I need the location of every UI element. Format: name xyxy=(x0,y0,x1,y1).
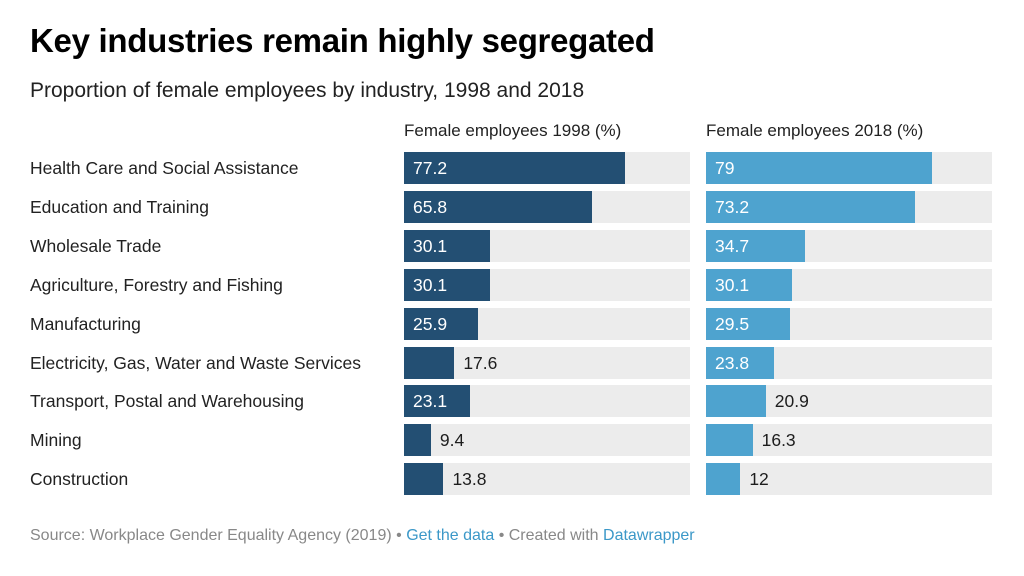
bar-1998[interactable] xyxy=(404,347,455,379)
bar-track: 23.1 xyxy=(404,385,690,417)
bar-2018[interactable] xyxy=(706,385,766,417)
bar-track: 16.3 xyxy=(706,424,992,456)
bar-2018[interactable] xyxy=(706,308,791,340)
category-label: Mining xyxy=(30,430,82,450)
bar-1998[interactable] xyxy=(404,463,444,495)
bar-2018[interactable] xyxy=(706,347,775,379)
value-label: 65.8 xyxy=(413,197,448,217)
value-label: 79 xyxy=(715,158,735,178)
bar-track: 17.6 xyxy=(404,347,690,379)
bar-1998[interactable] xyxy=(404,191,593,223)
bar-track: 23.8 xyxy=(706,347,992,379)
category-label: Electricity, Gas, Water and Waste Servic… xyxy=(30,353,361,373)
value-label: 9.4 xyxy=(439,430,465,450)
bar-1998[interactable] xyxy=(404,152,625,184)
bar-track: 65.8 xyxy=(404,191,690,223)
bar-2018[interactable] xyxy=(706,191,916,223)
bar-track: 25.9 xyxy=(404,308,690,340)
category-label: Health Care and Social Assistance xyxy=(30,158,299,178)
datawrapper-link[interactable]: Datawrapper xyxy=(603,527,695,544)
category-label: Manufacturing xyxy=(30,314,141,334)
series-header-2: Female employees 2018 (%) xyxy=(706,121,924,140)
bar-track: 13.8 xyxy=(404,463,690,495)
chart-title: Key industries remain highly segregated xyxy=(30,22,655,59)
footer-separator: • xyxy=(494,527,509,544)
chart-footer: Source: Workplace Gender Equality Agency… xyxy=(30,527,695,545)
bar-track: 30.1 xyxy=(404,230,690,262)
bar-2018[interactable] xyxy=(706,463,741,495)
bar-track: 12 xyxy=(706,463,992,495)
value-label: 23.8 xyxy=(715,353,750,373)
value-label: 73.2 xyxy=(715,197,750,217)
value-label: 25.9 xyxy=(413,314,448,334)
bar-2018[interactable] xyxy=(706,152,932,184)
chart-subtitle: Proportion of female employees by indust… xyxy=(30,79,585,102)
category-label: Construction xyxy=(30,469,129,489)
bar-2018[interactable] xyxy=(706,230,806,262)
bar-1998[interactable] xyxy=(404,269,491,301)
footer-separator: • xyxy=(391,527,407,544)
bar-track: 30.1 xyxy=(404,269,690,301)
value-label: 20.9 xyxy=(774,391,809,411)
category-label: Transport, Postal and Warehousing xyxy=(30,391,304,411)
value-label: 30.1 xyxy=(715,275,750,295)
bar-track: 9.4 xyxy=(404,424,690,456)
get-data-link[interactable]: Get the data xyxy=(406,527,495,544)
value-label: 34.7 xyxy=(715,236,750,256)
value-label: 30.1 xyxy=(413,275,448,295)
category-label: Agriculture, Forestry and Fishing xyxy=(30,275,283,295)
bar-1998[interactable] xyxy=(404,385,471,417)
bar-track: 73.2 xyxy=(706,191,992,223)
value-label: 12 xyxy=(749,469,769,489)
value-label: 16.3 xyxy=(761,430,796,450)
bar-track: 29.5 xyxy=(706,308,992,340)
bar-track: 20.9 xyxy=(706,385,992,417)
bar-1998[interactable] xyxy=(404,308,479,340)
series-header-1: Female employees 1998 (%) xyxy=(404,121,622,140)
value-label: 30.1 xyxy=(413,236,448,256)
value-label: 23.1 xyxy=(413,391,448,411)
category-label: Wholesale Trade xyxy=(30,236,162,256)
value-label: 29.5 xyxy=(715,314,750,334)
bar-2018[interactable] xyxy=(706,269,793,301)
bar-track: 77.2 xyxy=(404,152,690,184)
bar-track: 34.7 xyxy=(706,230,992,262)
bar-1998[interactable] xyxy=(404,230,491,262)
bar-1998[interactable] xyxy=(404,424,431,456)
value-label: 77.2 xyxy=(413,158,448,178)
value-label: 17.6 xyxy=(463,353,498,373)
bar-2018[interactable] xyxy=(706,424,753,456)
value-label: 13.8 xyxy=(452,469,487,489)
source-text: Source: Workplace Gender Equality Agency… xyxy=(30,527,392,544)
category-label: Education and Training xyxy=(30,197,210,217)
created-with-text: Created with xyxy=(508,527,599,544)
bar-track: 79 xyxy=(706,152,992,184)
bar-track: 30.1 xyxy=(706,269,992,301)
